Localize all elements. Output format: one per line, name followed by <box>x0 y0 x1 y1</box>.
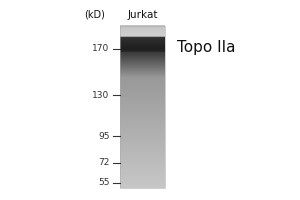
Text: Jurkat: Jurkat <box>127 10 158 20</box>
Text: Topo IIa: Topo IIa <box>177 40 236 55</box>
Text: 170: 170 <box>92 44 110 53</box>
Text: 55: 55 <box>98 178 110 187</box>
Text: (kD): (kD) <box>84 9 105 19</box>
Bar <box>120 26 165 188</box>
Text: 130: 130 <box>92 91 110 100</box>
Text: 95: 95 <box>98 132 110 141</box>
Text: 72: 72 <box>98 158 110 167</box>
